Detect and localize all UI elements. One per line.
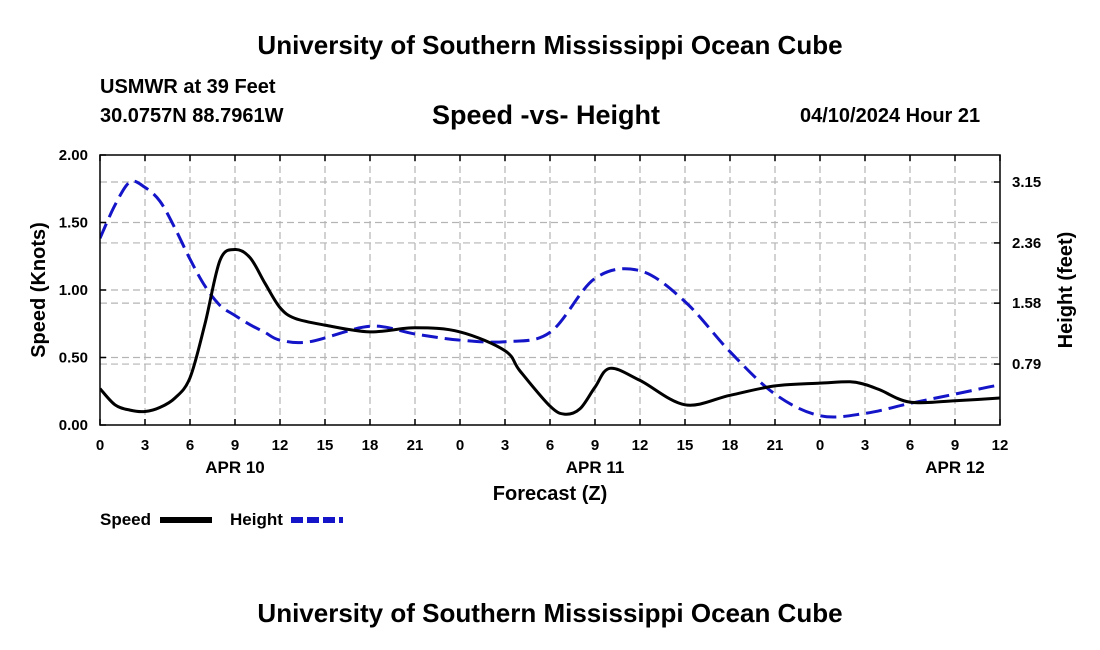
chart-title: University of Southern Mississippi Ocean… [257,30,843,60]
y-tick-label: 0.50 [59,350,88,367]
x-tick-label: 21 [407,437,424,454]
date-label: APR 10 [205,458,265,477]
station-label: USMWR at 39 Feet [100,76,276,98]
series-line-height [100,179,1000,419]
footer-title: University of Southern Mississippi Ocean… [257,598,843,628]
y-tick-label: 1.00 [59,282,88,299]
x-tick-label: 3 [501,437,509,454]
x-tick-label: 18 [722,437,739,454]
x-tick-label: 0 [816,437,824,454]
x-tick-label: 21 [767,437,784,454]
x-tick-label: 9 [231,437,239,454]
x-tick-label: 9 [951,437,959,454]
chart-subtitle: Speed -vs- Height [432,100,661,130]
date-label: APR 12 [925,458,985,477]
x-tick-label: 0 [456,437,464,454]
x-tick-label: 15 [317,437,334,454]
x-axis-title: Forecast (Z) [493,483,607,505]
y-tick-label: 1.50 [59,215,88,232]
y2-tick-label: 0.79 [1012,356,1041,373]
x-tick-label: 3 [141,437,149,454]
legend-label-speed: Speed [100,510,151,529]
date-label: APR 11 [566,458,625,477]
x-tick-label: 6 [186,437,194,454]
x-tick-label: 0 [96,437,104,454]
y-tick-label: 2.00 [59,147,88,164]
x-tick-label: 6 [546,437,554,454]
x-tick-label: 3 [861,437,869,454]
y2-axis-title: Height (feet) [1055,232,1077,349]
y-axis-title: Speed (Knots) [28,222,50,358]
y-tick-label: 0.00 [59,417,88,434]
series-line-speed [100,247,1000,416]
x-tick-label: 15 [677,437,694,454]
x-tick-label: 12 [992,437,1009,454]
y2-tick-label: 2.36 [1012,235,1041,252]
station-coordinates: 30.0757N 88.7961W [100,105,284,127]
x-tick-label: 9 [591,437,599,454]
x-tick-label: 12 [632,437,649,454]
legend-label-height: Height [230,510,283,529]
forecast-datetime: 04/10/2024 Hour 21 [800,105,981,127]
x-tick-label: 18 [362,437,379,454]
y2-tick-label: 3.15 [1012,174,1041,191]
x-tick-label: 12 [272,437,289,454]
x-tick-label: 6 [906,437,914,454]
y2-tick-label: 1.58 [1012,295,1041,312]
